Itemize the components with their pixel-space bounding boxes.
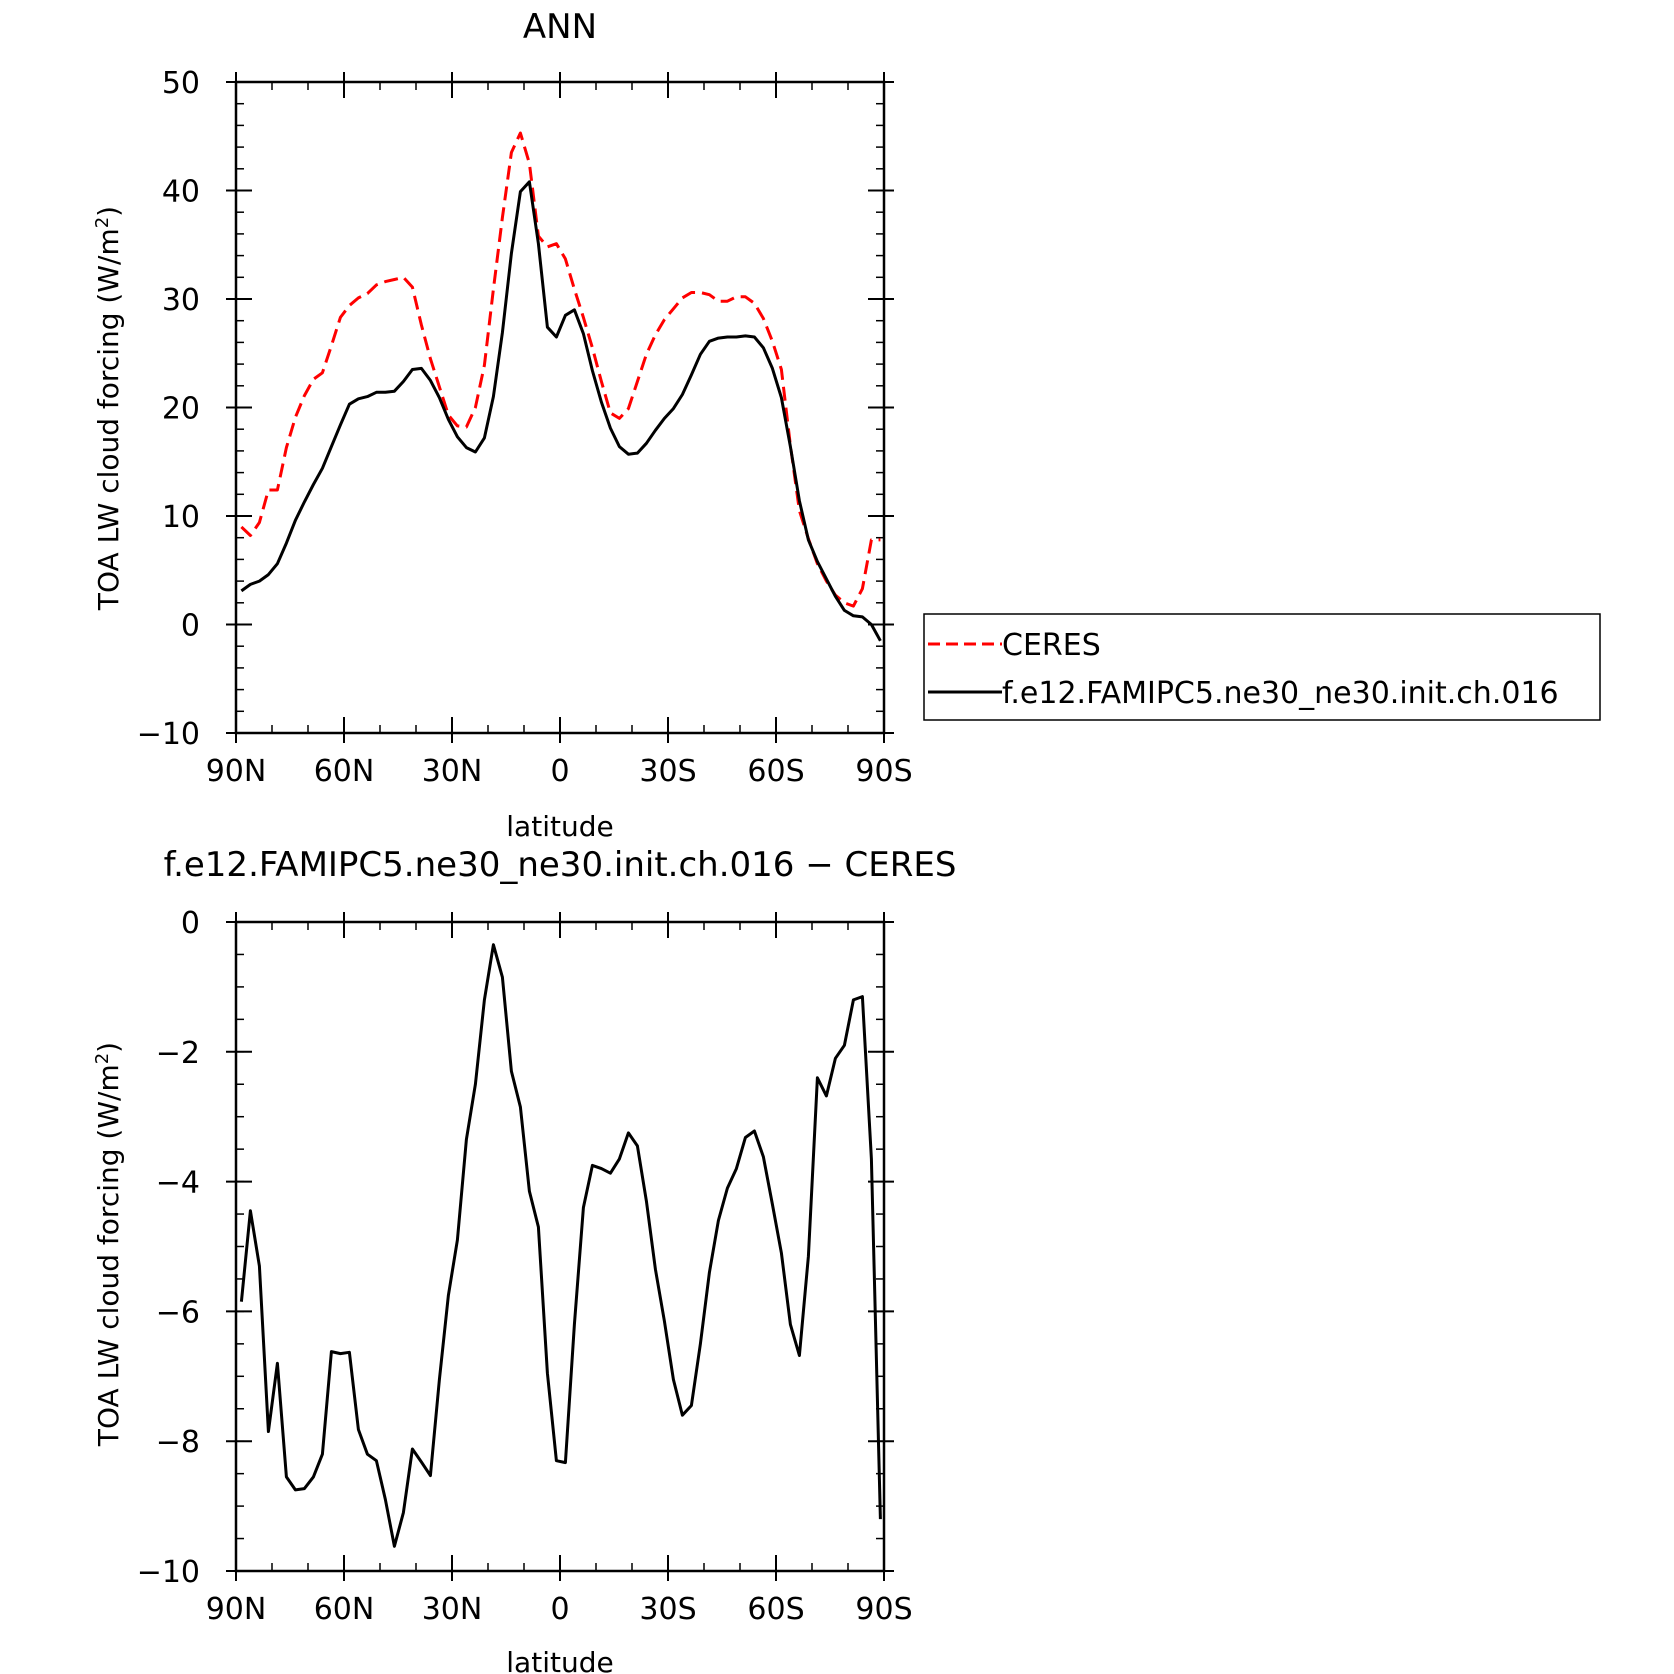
legend: CERES f.e12.FAMIPC5.ne30_ne30.init.ch.01… (923, 613, 1601, 721)
bottom-y-tick-label: −4 (156, 1166, 200, 1201)
bottom-y-axis-label-main: TOA LW cloud forcing (W/m (92, 1064, 125, 1447)
top-y-tick-label: 10 (162, 500, 200, 535)
top-y-tick-label: 40 (162, 175, 200, 210)
bottom-x-tick-label: 90S (855, 1592, 912, 1627)
bottom-y-axis-label: TOA LW cloud forcing (W/m2) (92, 1042, 125, 1447)
top-y-tick-label: −10 (137, 717, 200, 752)
bottom-y-tick-label: −10 (137, 1555, 200, 1590)
bottom-x-tick-label: 0 (550, 1592, 569, 1627)
top-y-tick-label: 0 (181, 609, 200, 644)
bottom-series-line-0 (239, 943, 882, 1548)
top-y-tick-label: 20 (162, 392, 200, 427)
bottom-x-axis-label: latitude (506, 1646, 613, 1674)
top-x-tick-label: 90S (855, 754, 912, 789)
top-plot-frame (234, 80, 886, 735)
top-x-tick-label: 60S (747, 754, 804, 789)
top-y-axis-label-end: ) (92, 206, 125, 217)
top-series-line-1 (240, 180, 882, 642)
bottom-plot-frame (234, 920, 886, 1573)
top-x-tick-label: 30N (422, 754, 483, 789)
bottom-y-axis-label-sup: 2 (92, 1053, 113, 1064)
legend-label-model: f.e12.FAMIPC5.ne30_ne30.init.ch.016 (1002, 676, 1559, 711)
top-x-tick-label: 60N (314, 754, 375, 789)
bottom-x-tick-label: 30N (422, 1592, 483, 1627)
bottom-x-tick-label: 60N (314, 1592, 375, 1627)
top-x-tick-label: 90N (206, 754, 267, 789)
bottom-chart-title: f.e12.FAMIPC5.ne30_ne30.init.ch.016 − CE… (164, 845, 957, 885)
bottom-x-tick-label: 90N (206, 1592, 267, 1627)
top-y-tick-label: 50 (162, 66, 200, 101)
bottom-y-axis-label-end: ) (92, 1042, 125, 1053)
top-x-axis-label: latitude (506, 810, 613, 843)
top-y-axis-label: TOA LW cloud forcing (W/m2) (92, 206, 125, 611)
bottom-plot-layer: 90N 60N 30N 0 30S 60S 90S 0 −2 −4 −6 −8 −10 (137, 906, 913, 1627)
top-x-tick-label: 30S (639, 754, 696, 789)
top-series-line-0 (240, 131, 881, 608)
bottom-y-tick-label: −8 (156, 1425, 200, 1460)
bottom-x-tick-label: 60S (747, 1592, 804, 1627)
top-x-tick-label: 0 (550, 754, 569, 789)
bottom-y-tick-label: −6 (156, 1295, 200, 1330)
legend-label-ceres: CERES (1002, 628, 1101, 663)
top-y-tick-label: 30 (162, 283, 200, 318)
top-chart-title: ANN (523, 7, 597, 47)
bottom-y-tick-label: −2 (156, 1036, 200, 1071)
top-plot-layer: 90N 60N 30N 0 30S 60S 90S 50 40 30 20 10 0 −10 (137, 66, 913, 789)
bottom-y-tick-label: 0 (181, 906, 200, 941)
top-y-axis-label-sup: 2 (92, 217, 113, 228)
top-y-axis-label-main: TOA LW cloud forcing (W/m (92, 228, 125, 611)
bottom-x-tick-label: 30S (639, 1592, 696, 1627)
legend-box (923, 613, 1601, 721)
